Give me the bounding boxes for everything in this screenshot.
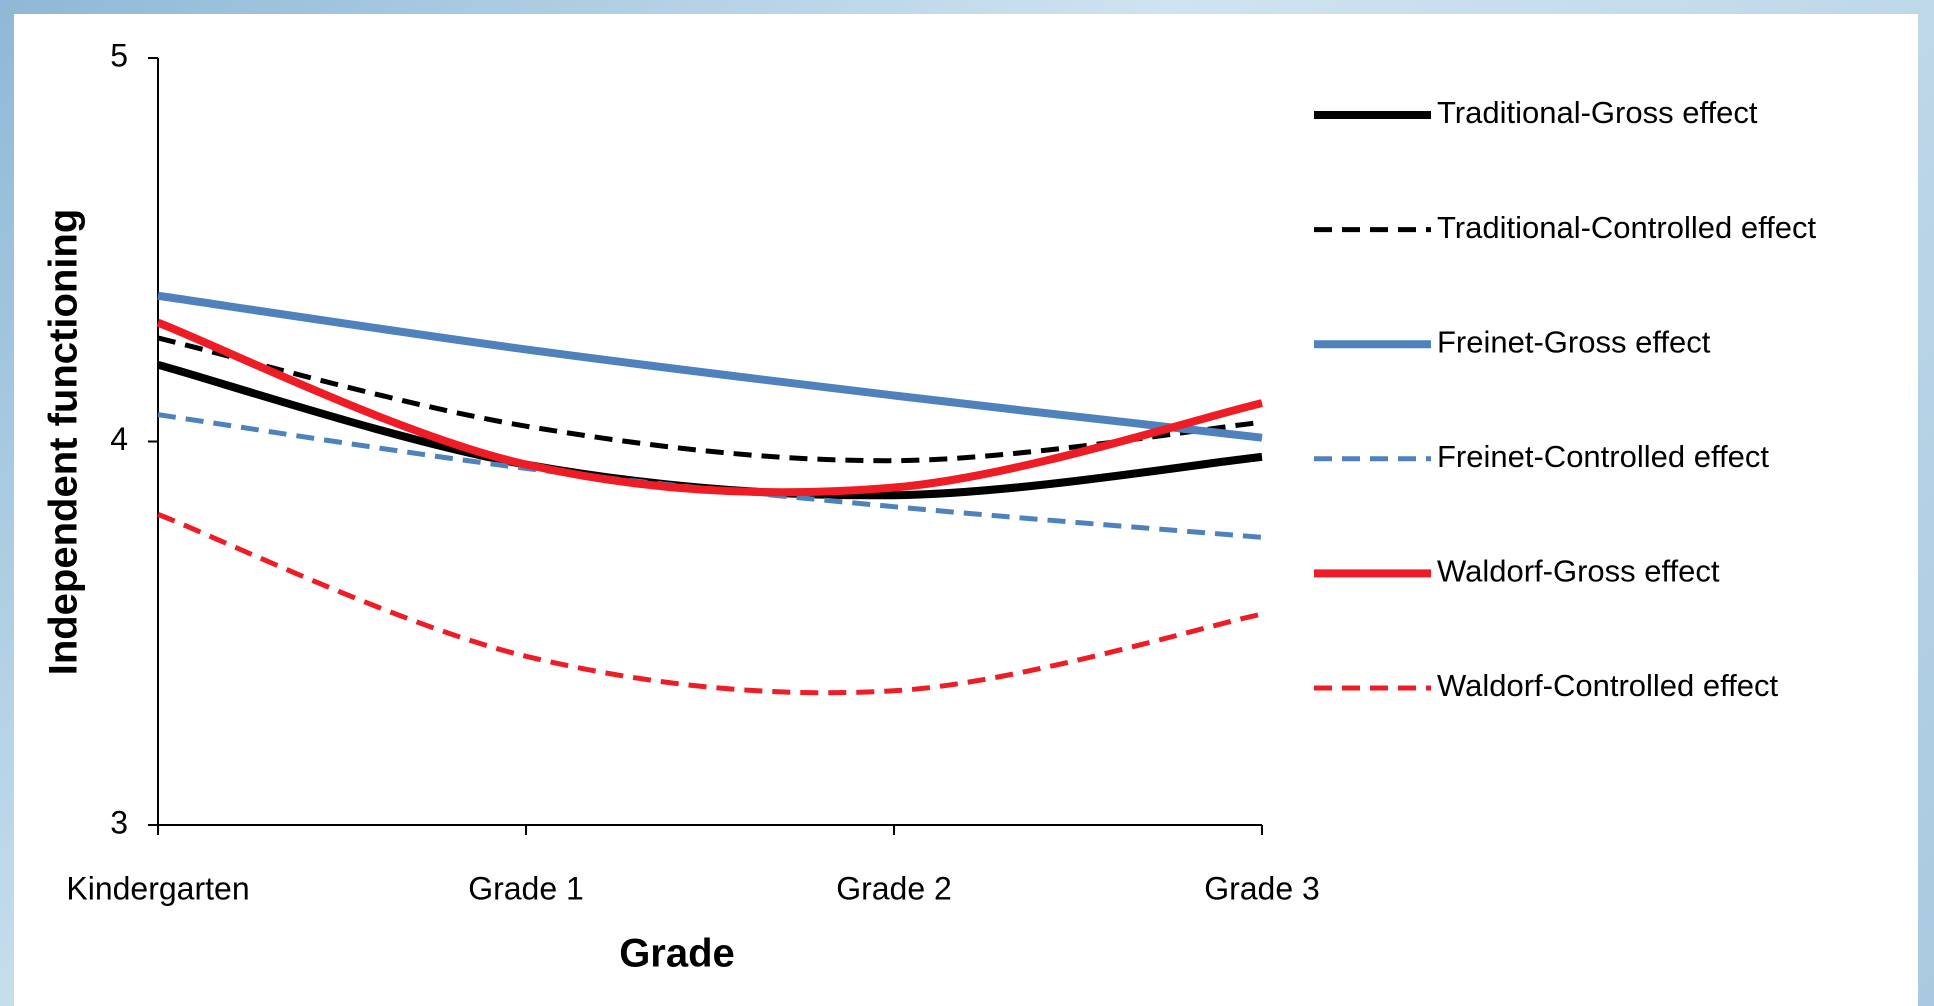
- x-tick-label: Grade 2: [836, 870, 952, 906]
- legend-label: Traditional-Gross effect: [1437, 95, 1758, 130]
- legend-label: Traditional-Controlled effect: [1437, 210, 1816, 245]
- legend-label: Waldorf-Controlled effect: [1437, 668, 1779, 703]
- y-tick-label: 3: [110, 804, 128, 840]
- legend-label: Freinet-Controlled effect: [1437, 439, 1769, 474]
- chart-panel: [14, 14, 1918, 1006]
- x-tick-label: Grade 1: [468, 870, 584, 906]
- x-tick-label: Grade 3: [1204, 870, 1320, 906]
- series-line: [157, 335, 1263, 464]
- series-line: [156, 360, 1263, 500]
- x-axis-title: Grade: [619, 932, 735, 976]
- y-tick-label: 4: [110, 421, 128, 457]
- x-tick-label: Kindergarten: [66, 870, 249, 906]
- series-line: [157, 512, 1263, 696]
- y-axis-title: Independent functioning: [42, 209, 86, 676]
- series-line: [157, 291, 1263, 442]
- legend-label: Waldorf-Gross effect: [1437, 554, 1720, 589]
- legend-label: Freinet-Gross effect: [1437, 324, 1711, 359]
- series-line: [156, 318, 1263, 497]
- y-tick-label: 5: [110, 37, 128, 73]
